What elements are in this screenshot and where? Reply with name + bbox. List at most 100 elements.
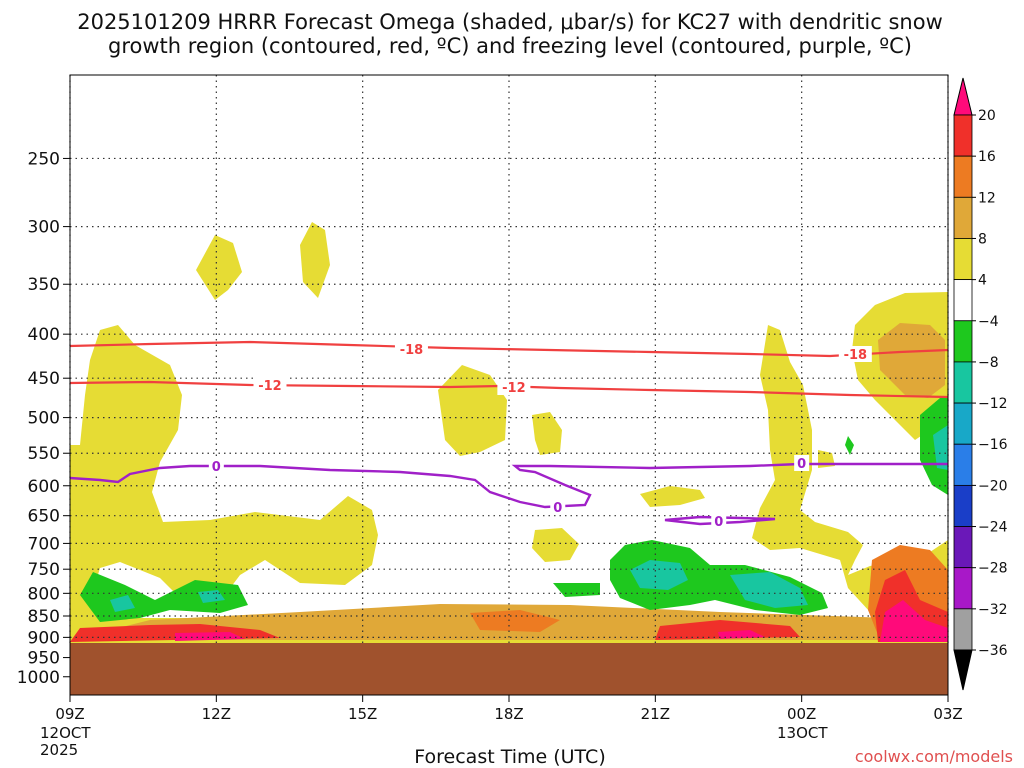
omega-shade-region: [175, 632, 245, 641]
y-tick-label: 300: [28, 218, 60, 238]
contour-label: 0: [797, 457, 806, 472]
omega-shade-region: [880, 600, 948, 642]
colorbar-label: 16: [978, 149, 996, 165]
colorbar-swatch: [953, 238, 973, 281]
terrain-below-ground: [70, 643, 948, 695]
x-tick-label: 09Z: [55, 705, 84, 723]
colorbar-swatch: [953, 196, 973, 239]
omega-shade-region: [920, 398, 948, 495]
omega-shade-region: [300, 222, 330, 298]
y-tick-label: 350: [28, 275, 60, 295]
omega-shade-region: [752, 325, 948, 612]
contour-label-bg: [497, 379, 531, 395]
chart-title-line2: growth region (contoured, red, ºC) and f…: [108, 34, 912, 58]
colorbar-label: −24: [978, 520, 1008, 536]
colorbar-swatch: [953, 114, 973, 157]
colorbar-label: −4: [978, 314, 999, 330]
colorbar-swatch: [953, 443, 973, 486]
y-tick-label: 700: [28, 534, 60, 554]
x-tick-label: 00Z: [787, 705, 816, 723]
omega-shade-region: [532, 528, 579, 562]
omega-shade-region: [532, 412, 562, 455]
omega-shade-region: [640, 486, 705, 507]
y-tick-label: 600: [28, 477, 60, 497]
y-tick-label: 650: [28, 507, 60, 527]
y-tick-label: 800: [28, 584, 60, 604]
contour-label: -12: [502, 381, 526, 396]
y-tick-label: 750: [28, 560, 60, 580]
plot-area: -18 -18 -12 -12 0 0 0 0: [69, 74, 949, 696]
colorbar-label: −16: [978, 437, 1008, 453]
contour-label: -12: [258, 379, 282, 394]
contour-label-bg: [208, 458, 224, 474]
x-axis: 09Z 12Z 15Z 18Z 21Z 00Z 03Z: [55, 695, 963, 723]
freezing-contour-line: [664, 515, 776, 526]
omega-shade-region: [730, 572, 808, 608]
omega-shade-region: [110, 595, 135, 612]
y-axis: 2503003504004505005506006507007508008509…: [17, 149, 70, 688]
freezing-level-contours: [69, 462, 948, 526]
colorbar-label: −8: [978, 355, 999, 371]
colorbar-swatch: [953, 402, 973, 445]
colorbar-label: −12: [978, 396, 1008, 412]
y-tick-label: 500: [28, 409, 60, 429]
omega-shade-region: [630, 560, 688, 590]
colorbar-label: −32: [978, 602, 1008, 618]
chart-title-line1: 2025101209 HRRR Forecast Omega (shaded, …: [77, 10, 943, 34]
colorbar-swatch: [953, 608, 973, 651]
colorbar-swatch: [953, 320, 973, 363]
omega-shade-region: [878, 323, 945, 398]
omega-shade-region: [655, 620, 800, 640]
colorbar-label: −20: [978, 478, 1008, 494]
contour-label-bg: [550, 499, 566, 515]
colorbar-swatch: [953, 279, 973, 322]
contour-label-bg: [794, 455, 810, 471]
contour-label: 0: [714, 515, 723, 530]
colorbar-label: 12: [978, 190, 996, 206]
contour-label: -18: [844, 348, 868, 363]
colorbar-label: 4: [978, 273, 987, 289]
contour-label: -18: [400, 343, 424, 358]
omega-shade-region: [718, 630, 765, 639]
contour-label-bg: [838, 346, 872, 362]
colorbar: 20 16 12 8 4 −4 −8 −12 −16 −20 −24 −28 −32 −36: [953, 77, 1008, 691]
y-tick-label: 900: [28, 628, 60, 648]
x-tick-label: 03Z: [933, 705, 962, 723]
y-tick-label: 450: [28, 369, 60, 389]
x-date-label: 2025: [40, 741, 78, 759]
y-tick-label: 950: [28, 649, 60, 669]
omega-shade-region: [933, 425, 948, 470]
colorbar-bottom-arrow: [953, 649, 973, 691]
omega-shade-region: [70, 325, 948, 643]
y-tick-label: 250: [28, 149, 60, 169]
colorbar-label: −36: [978, 643, 1008, 659]
colorbar-label: 20: [978, 108, 996, 124]
colorbar-swatch: [953, 155, 973, 198]
y-tick-label: 850: [28, 607, 60, 627]
x-tick-label: 12Z: [202, 705, 231, 723]
contour-label-bg: [711, 513, 727, 529]
colorbar-swatch: [953, 484, 973, 527]
x-tick-label: 15Z: [348, 705, 377, 723]
contour-label: 0: [553, 501, 562, 516]
x-tick-label: 21Z: [641, 705, 670, 723]
colorbar-swatch: [953, 567, 973, 610]
x-axis-title: Forecast Time (UTC): [414, 746, 605, 768]
x-tick-label: 18Z: [494, 705, 523, 723]
x-date-label: 12OCT: [40, 724, 91, 742]
contour-labels: -18 -18 -12 -12 0 0 0 0: [208, 341, 872, 530]
contour-label: 0: [212, 460, 221, 475]
freezing-contour-line: [69, 462, 948, 509]
y-tick-label: 400: [28, 325, 60, 345]
colorbar-top-arrow: [953, 77, 973, 116]
y-tick-label: 550: [28, 444, 60, 464]
omega-shade-region: [198, 590, 225, 603]
watermark-url: coolwx.com/models: [855, 747, 1013, 766]
contour-label-bg: [394, 341, 428, 357]
y-tick-label: 1000: [17, 668, 60, 688]
contour-label-bg: [253, 377, 287, 393]
colorbar-label: 8: [978, 231, 987, 247]
omega-shade-region: [845, 436, 854, 455]
x-date-label: 13OCT: [777, 724, 828, 742]
